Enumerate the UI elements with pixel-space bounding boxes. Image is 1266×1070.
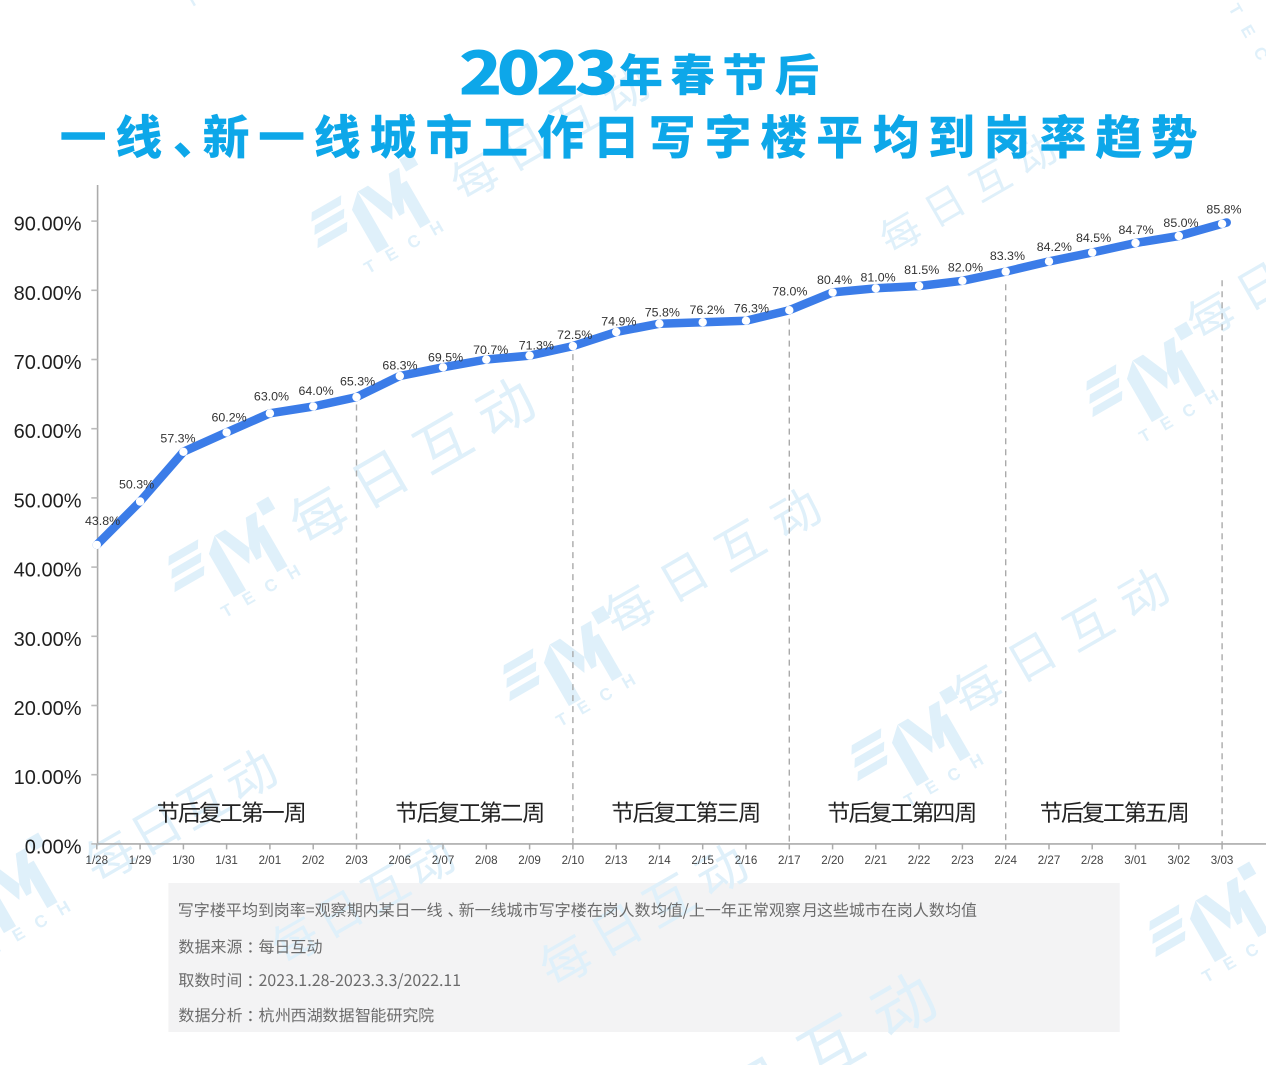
svg-text:3/01: 3/01 — [1124, 854, 1147, 867]
svg-text:69.5%: 69.5% — [428, 351, 463, 365]
svg-text:50.3%: 50.3% — [119, 477, 154, 491]
svg-text:65.3%: 65.3% — [340, 374, 375, 388]
svg-text:2/10: 2/10 — [562, 854, 585, 867]
svg-text:2/24: 2/24 — [994, 854, 1017, 867]
svg-text:70.00%: 70.00% — [14, 352, 82, 374]
svg-text:0.00%: 0.00% — [25, 836, 82, 858]
svg-text:70.7%: 70.7% — [473, 343, 508, 357]
svg-text:2/15: 2/15 — [691, 854, 714, 867]
svg-text:71.3%: 71.3% — [519, 339, 554, 353]
svg-text:2/21: 2/21 — [865, 854, 888, 867]
svg-text:57.3%: 57.3% — [160, 432, 195, 446]
svg-text:43.8%: 43.8% — [85, 514, 120, 528]
svg-text:1/28: 1/28 — [86, 854, 109, 867]
svg-text:74.9%: 74.9% — [601, 315, 636, 329]
svg-text:81.0%: 81.0% — [861, 271, 896, 285]
svg-text:2/02: 2/02 — [302, 854, 325, 867]
svg-text:76.3%: 76.3% — [734, 301, 769, 315]
svg-text:78.0%: 78.0% — [772, 285, 807, 299]
svg-text:68.3%: 68.3% — [382, 359, 417, 373]
svg-text:85.0%: 85.0% — [1163, 216, 1198, 230]
svg-text:2/01: 2/01 — [259, 854, 282, 867]
svg-text:1/30: 1/30 — [172, 854, 195, 867]
svg-text:90.00%: 90.00% — [14, 214, 82, 236]
svg-text:60.00%: 60.00% — [14, 421, 82, 443]
svg-text:85.8%: 85.8% — [1206, 203, 1241, 217]
svg-text:2/22: 2/22 — [908, 854, 931, 867]
svg-text:2/13: 2/13 — [605, 854, 628, 867]
svg-text:2/28: 2/28 — [1081, 854, 1104, 867]
svg-text:80.00%: 80.00% — [14, 283, 82, 305]
svg-text:2/09: 2/09 — [518, 854, 541, 867]
svg-text:2/03: 2/03 — [345, 854, 368, 867]
svg-text:2/20: 2/20 — [821, 854, 844, 867]
svg-text:82.0%: 82.0% — [948, 260, 983, 274]
svg-text:72.5%: 72.5% — [557, 328, 592, 342]
svg-text:2/27: 2/27 — [1038, 854, 1061, 867]
svg-text:40.00%: 40.00% — [14, 560, 82, 582]
svg-text:2/17: 2/17 — [778, 854, 801, 867]
svg-text:2/23: 2/23 — [951, 854, 974, 867]
svg-text:75.8%: 75.8% — [645, 306, 680, 320]
svg-text:2/16: 2/16 — [735, 854, 758, 867]
svg-text:80.4%: 80.4% — [817, 273, 852, 287]
svg-text:64.0%: 64.0% — [299, 384, 334, 398]
svg-text:81.5%: 81.5% — [904, 263, 939, 277]
svg-text:10.00%: 10.00% — [14, 767, 82, 789]
svg-text:84.2%: 84.2% — [1037, 240, 1072, 254]
svg-text:84.5%: 84.5% — [1076, 231, 1111, 245]
svg-text:2/06: 2/06 — [389, 854, 412, 867]
svg-text:20.00%: 20.00% — [14, 698, 82, 720]
svg-text:1/29: 1/29 — [129, 854, 152, 867]
svg-text:30.00%: 30.00% — [14, 629, 82, 651]
svg-text:60.2%: 60.2% — [212, 410, 247, 424]
svg-text:63.0%: 63.0% — [254, 390, 289, 404]
svg-text:1/31: 1/31 — [215, 854, 238, 867]
svg-text:2/08: 2/08 — [475, 854, 498, 867]
svg-text:3/03: 3/03 — [1211, 854, 1234, 867]
svg-text:84.7%: 84.7% — [1119, 223, 1154, 237]
svg-text:3/02: 3/02 — [1168, 854, 1191, 867]
svg-text:2/07: 2/07 — [432, 854, 455, 867]
svg-text:83.3%: 83.3% — [990, 249, 1025, 263]
svg-text:50.00%: 50.00% — [14, 490, 82, 512]
svg-text:2/14: 2/14 — [648, 854, 671, 867]
svg-text:76.2%: 76.2% — [690, 303, 725, 317]
